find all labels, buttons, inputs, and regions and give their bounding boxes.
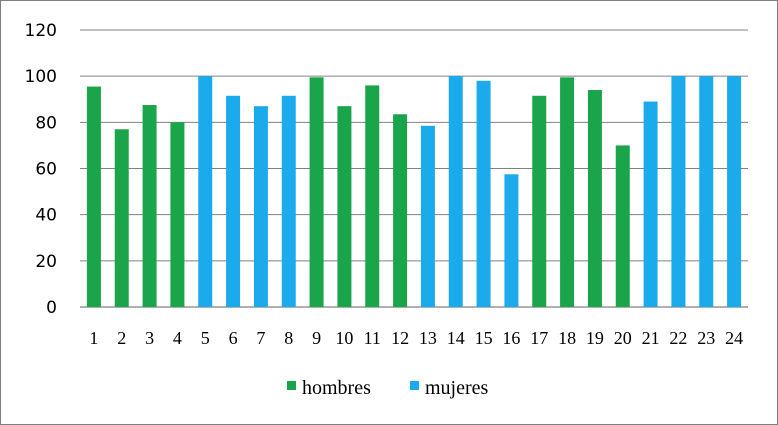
x-tick-label: 12 [391,328,409,348]
x-tick-label: 19 [586,328,604,348]
y-tick-label: 20 [35,252,57,272]
bar-11 [365,85,380,308]
gridlines [80,29,748,308]
x-tick-label: 4 [173,328,182,348]
x-tick-label: 17 [530,328,548,348]
y-tick-label: 40 [35,206,57,226]
bar-3 [142,105,157,307]
x-tick-label: 1 [89,328,98,348]
y-axis-ticks: 0 20 40 60 80 100 120 [25,21,57,318]
x-tick-label: 7 [256,328,265,348]
x-tick-label: 13 [419,328,437,348]
legend-label-hombres: hombres [302,377,371,399]
legend-label-mujeres: mujeres [425,377,489,399]
bar-15 [476,80,491,308]
bar-23 [699,76,714,308]
x-tick-label: 6 [229,328,238,348]
bar-22 [671,76,686,308]
bar-2 [114,129,129,307]
bar-9 [309,77,324,307]
y-tick-label: 120 [25,21,57,41]
x-tick-label: 16 [502,328,520,348]
x-tick-label: 21 [642,328,660,348]
x-tick-label: 11 [364,328,381,348]
bar-4 [170,122,185,307]
bar-18 [560,77,575,307]
bar-19 [587,90,602,308]
legend-swatch-hombres [287,381,296,390]
bar-12 [393,114,408,307]
bar-1 [86,86,101,307]
x-tick-label: 24 [725,328,743,348]
x-tick-label: 10 [335,328,353,348]
y-tick-label: 60 [35,160,57,180]
bar-20 [615,145,630,307]
x-tick-label: 5 [201,328,210,348]
x-tick-label: 3 [145,328,154,348]
bar-6 [226,95,241,307]
bar-7 [253,106,268,307]
x-tick-label: 14 [447,328,465,348]
legend: hombres mujeres [287,377,489,399]
x-tick-label: 20 [614,328,632,348]
y-tick-label: 80 [35,113,57,133]
x-tick-label: 23 [697,328,715,348]
x-axis-ticks: 1 2 3 4 5 6 7 8 9 10 11 12 13 14 15 16 17 18 19 20 21 22 23 24 [89,328,743,348]
bar-5 [198,76,213,308]
bar-14 [448,76,463,308]
bar-8 [281,95,296,307]
x-tick-label: 2 [117,328,126,348]
bars [86,76,742,308]
x-tick-label: 9 [312,328,321,348]
x-tick-label: 18 [558,328,576,348]
legend-swatch-mujeres [410,381,419,390]
bar-10 [337,106,352,307]
bar-17 [532,95,547,307]
x-tick-label: 8 [284,328,293,348]
bar-13 [420,125,435,307]
bar-16 [504,174,519,307]
bar-21 [643,101,658,307]
x-tick-label: 22 [669,328,687,348]
bar-24 [727,76,742,308]
y-tick-label: 100 [25,67,57,87]
x-tick-label: 15 [475,328,493,348]
y-tick-label: 0 [46,298,57,318]
